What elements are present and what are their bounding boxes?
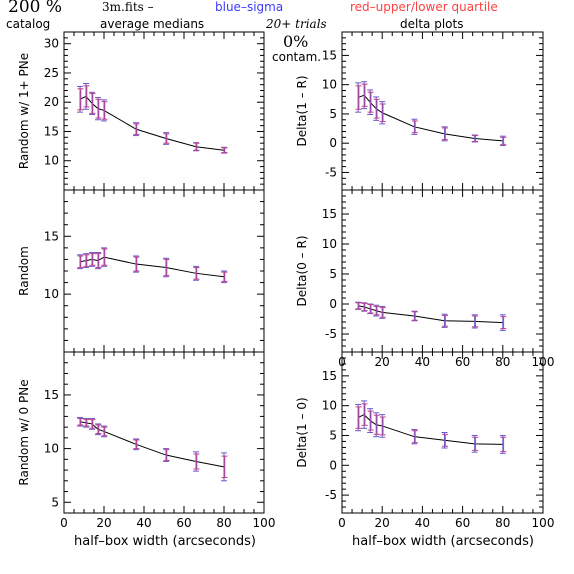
- panel-frame: [63, 31, 265, 191]
- y-tick-label: 30: [44, 37, 59, 51]
- median-line: [357, 414, 503, 445]
- y-tick-label: 10: [44, 154, 59, 168]
- y-axis-label: Delta(1 – R): [295, 76, 309, 147]
- panel-middle-left: 10 15 Random: [17, 189, 265, 353]
- header-red-legend: red–upper/lower quartile: [350, 0, 498, 14]
- panel-frame: [341, 31, 544, 191]
- y-axis-label: Delta(1 – 0): [295, 397, 309, 467]
- header-file-label: 3m.fits –: [102, 0, 154, 14]
- y-tick-label: 10: [44, 442, 59, 456]
- y-tick-label: 0: [329, 136, 337, 150]
- median-line: [357, 305, 503, 324]
- x-tick-label: 80: [495, 516, 510, 530]
- y-tick-label: 15: [322, 369, 337, 383]
- x-tick-label: 100: [532, 516, 555, 530]
- header-delta-label: delta plots: [400, 17, 463, 31]
- y-tick-label: 5: [51, 495, 59, 509]
- x-tick-label: 80: [495, 355, 510, 369]
- x-tick-label: 40: [415, 355, 430, 369]
- y-tick-label: 15: [322, 207, 337, 221]
- median-line: [79, 95, 225, 151]
- y-tick-label: 20: [44, 95, 59, 109]
- xlabel-right: half–box width (arcseconds): [352, 534, 534, 549]
- x-tick-label: 100: [253, 516, 276, 530]
- x-tick-label: 0: [60, 516, 68, 530]
- median-line: [79, 256, 225, 278]
- y-tick-label: -5: [325, 165, 337, 179]
- x-tick-label: 0: [338, 516, 346, 530]
- x-tick-label: 60: [176, 516, 191, 530]
- panel-bottom-left: 0 20 40 60 80 100 5 10 15 Random w/ 0 PNe: [17, 351, 276, 530]
- panel-frame: [63, 351, 265, 514]
- y-tick-label: 10: [44, 287, 59, 301]
- header-blue-legend: blue–sigma: [215, 0, 283, 14]
- panel-top-left: 10 15 20 25 30 Random w/ 1+ PNe: [17, 31, 265, 191]
- x-tick-label: 20: [375, 355, 390, 369]
- y-tick-label: 15: [44, 229, 59, 243]
- y-tick-label: 15: [44, 124, 59, 138]
- header-medians-label: average medians: [100, 17, 204, 31]
- y-tick-label: 15: [322, 48, 337, 62]
- y-axis-label: Random w/ 0 PNe: [17, 379, 31, 485]
- x-tick-label: 60: [455, 516, 470, 530]
- y-tick-label: 0: [329, 297, 337, 311]
- header-contam-label: contam.: [272, 50, 321, 64]
- y-axis-label: Random: [17, 246, 31, 296]
- panel-frame: [63, 189, 265, 353]
- header-catalog-label: catalog: [6, 17, 50, 31]
- x-tick-label: 40: [136, 516, 151, 530]
- y-tick-label: 25: [44, 66, 59, 80]
- median-line: [79, 421, 225, 468]
- xlabel-left: half–box width (arcseconds): [74, 534, 256, 549]
- x-tick-label: 60: [455, 355, 470, 369]
- x-tick-label: 40: [415, 516, 430, 530]
- y-tick-label: 15: [44, 388, 59, 402]
- header-big-label: 200 %: [8, 0, 62, 17]
- header-trials-label: 20+ trials: [265, 17, 327, 31]
- y-axis-label: Delta(0 – R): [295, 236, 309, 307]
- y-tick-label: 0: [329, 458, 337, 472]
- panel-top-right: -5 0 5 10 15 Delta(1 – R): [295, 31, 544, 191]
- y-tick-label: 5: [329, 107, 337, 121]
- y-tick-label: 10: [322, 237, 337, 251]
- y-tick-label: -5: [325, 488, 337, 502]
- header-contam-pct: 0%: [283, 32, 308, 51]
- y-tick-label: 5: [329, 267, 337, 281]
- y-tick-label: -5: [325, 327, 337, 341]
- x-tick-label: 20: [96, 516, 111, 530]
- x-tick-label: 20: [375, 516, 390, 530]
- y-tick-label: 10: [322, 399, 337, 413]
- y-tick-label: 10: [322, 78, 337, 92]
- x-tick-label: 80: [216, 516, 231, 530]
- y-tick-label: 5: [329, 428, 337, 442]
- y-axis-label: Random w/ 1+ PNe: [17, 53, 31, 169]
